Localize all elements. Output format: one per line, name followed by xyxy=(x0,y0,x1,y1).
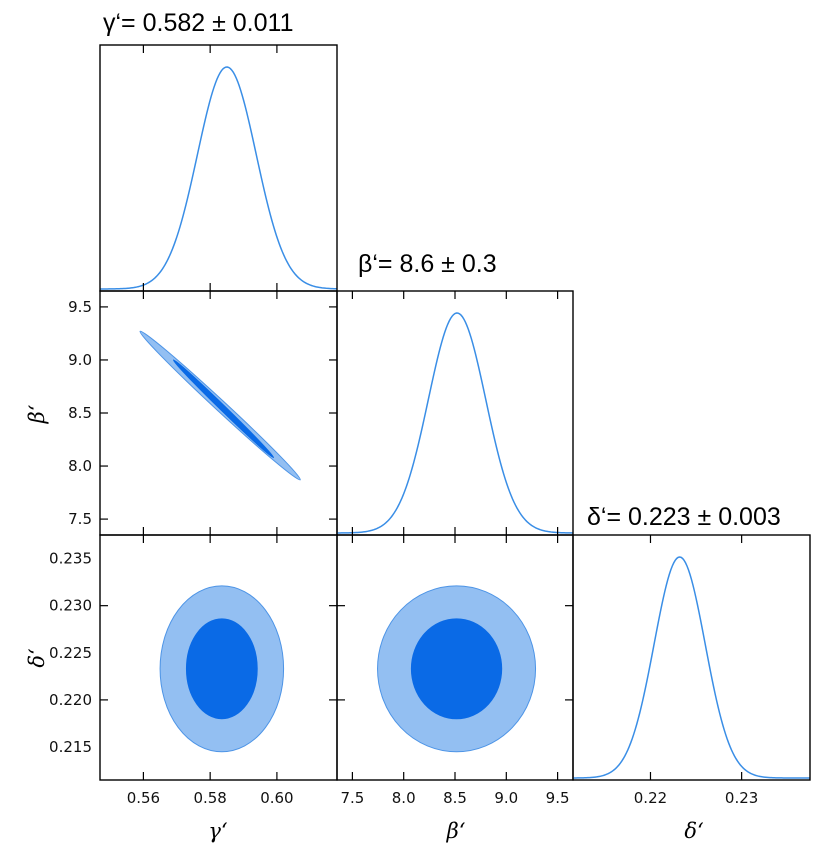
panel-delta-vs-beta: 7.5 8.0 8.5 9.0 9.5 xyxy=(336,534,574,807)
beta-xtick-label: 7.5 xyxy=(340,789,364,807)
beta-pdf-line xyxy=(337,312,574,534)
gamma-title: γ‘= 0.582 ± 0.011 xyxy=(103,9,293,37)
panel-beta-vs-gamma: 7.5 8.0 8.5 9.0 9.5 xyxy=(68,290,338,536)
beta-xtick-label: 8.5 xyxy=(443,789,467,807)
delta-pdf-line xyxy=(572,556,810,779)
beta-xtick-label: 9.0 xyxy=(494,789,518,807)
delta-beta-inner-contour xyxy=(410,618,503,720)
panel-beta-marginal xyxy=(336,290,574,536)
beta-gamma-frame xyxy=(99,290,338,536)
beta-gamma-inner-contour xyxy=(172,359,275,459)
panel-delta-marginal: 0.22 0.23 xyxy=(572,534,811,807)
gamma-xtick-label: 0.60 xyxy=(260,789,293,807)
delta-ytick-label: 0.215 xyxy=(49,738,92,756)
delta-xtick-label: 0.22 xyxy=(634,789,667,807)
delta-ytick-label: 0.220 xyxy=(49,691,92,709)
delta-ylabel: δ‘ xyxy=(25,648,49,667)
beta-ytick-label: 9.0 xyxy=(68,351,92,369)
gamma-pdf-line xyxy=(100,66,338,290)
gamma-marginal-frame xyxy=(99,44,338,292)
delta-title: δ‘= 0.223 ± 0.003 xyxy=(587,503,781,531)
beta-title: β‘= 8.6 ± 0.3 xyxy=(358,250,497,278)
panel-delta-vs-gamma: 0.56 0.58 0.60 0.215 0.220 0.225 0.230 0.235 xyxy=(49,534,338,807)
delta-gamma-inner-contour xyxy=(185,618,258,720)
beta-marginal-frame xyxy=(336,290,574,536)
beta-ytick-label: 9.5 xyxy=(68,298,92,316)
delta-xlabel: δ‘ xyxy=(684,819,703,843)
beta-ytick-label: 7.5 xyxy=(68,510,92,528)
delta-ytick-label: 0.225 xyxy=(49,644,92,662)
beta-ytick-label: 8.0 xyxy=(68,457,92,475)
beta-xtick-label: 9.5 xyxy=(546,789,570,807)
gamma-xlabel: γ‘ xyxy=(208,819,227,843)
gamma-xtick-label: 0.56 xyxy=(127,789,160,807)
delta-marginal-frame xyxy=(572,534,811,781)
gamma-xtick-label: 0.58 xyxy=(193,789,226,807)
panel-gamma-marginal xyxy=(99,44,338,292)
beta-xlabel: β‘ xyxy=(446,819,466,843)
beta-xtick-label: 8.0 xyxy=(392,789,416,807)
delta-ytick-label: 0.235 xyxy=(49,550,92,568)
beta-ylabel: β‘ xyxy=(25,405,49,425)
delta-xtick-label: 0.23 xyxy=(725,789,758,807)
beta-ytick-label: 8.5 xyxy=(68,404,92,422)
delta-ytick-label: 0.230 xyxy=(49,597,92,615)
